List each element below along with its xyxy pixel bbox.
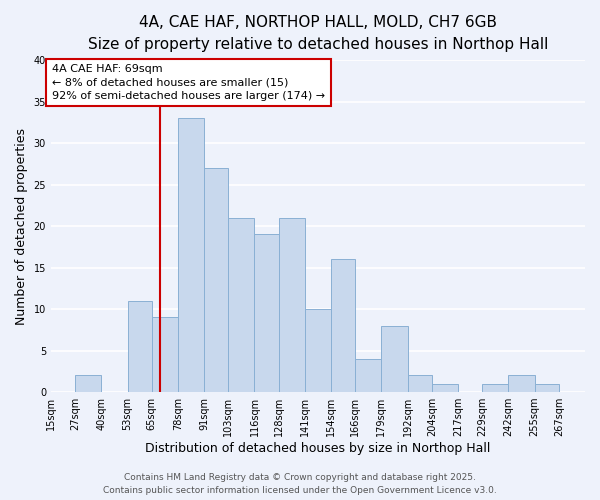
Bar bbox=[382, 326, 407, 392]
Bar bbox=[204, 168, 228, 392]
Text: 4A CAE HAF: 69sqm
← 8% of detached houses are smaller (15)
92% of semi-detached : 4A CAE HAF: 69sqm ← 8% of detached house… bbox=[52, 64, 325, 101]
Y-axis label: Number of detached properties: Number of detached properties bbox=[15, 128, 28, 324]
Bar bbox=[535, 384, 559, 392]
Text: Contains HM Land Registry data © Crown copyright and database right 2025.
Contai: Contains HM Land Registry data © Crown c… bbox=[103, 474, 497, 495]
Bar bbox=[128, 301, 152, 392]
X-axis label: Distribution of detached houses by size in Northop Hall: Distribution of detached houses by size … bbox=[145, 442, 491, 455]
Bar bbox=[305, 309, 331, 392]
Bar bbox=[407, 376, 432, 392]
Bar bbox=[75, 376, 101, 392]
Bar bbox=[228, 218, 254, 392]
Bar bbox=[508, 376, 535, 392]
Bar bbox=[331, 260, 355, 392]
Bar bbox=[278, 218, 305, 392]
Bar bbox=[254, 234, 278, 392]
Bar bbox=[432, 384, 458, 392]
Bar bbox=[355, 359, 382, 392]
Title: 4A, CAE HAF, NORTHOP HALL, MOLD, CH7 6GB
Size of property relative to detached h: 4A, CAE HAF, NORTHOP HALL, MOLD, CH7 6GB… bbox=[88, 15, 548, 52]
Bar bbox=[482, 384, 508, 392]
Bar bbox=[152, 318, 178, 392]
Bar bbox=[178, 118, 204, 392]
